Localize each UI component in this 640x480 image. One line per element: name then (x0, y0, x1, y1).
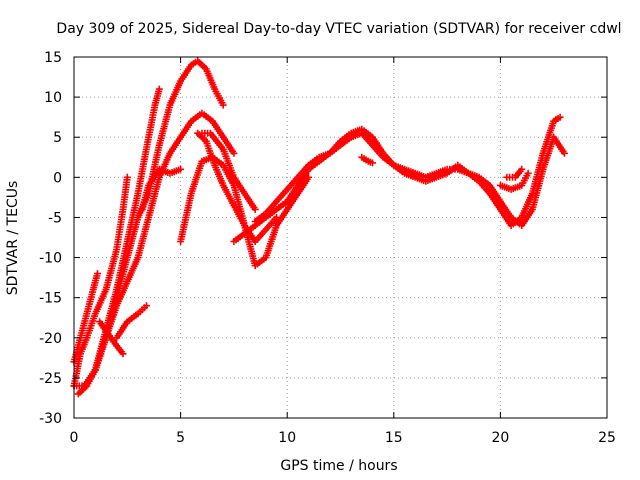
y-tick-label: -15 (39, 291, 62, 307)
series-arc-8 (138, 165, 185, 213)
data-series (70, 57, 568, 398)
y-tick-label: 10 (44, 90, 62, 106)
y-tick-label: 0 (53, 170, 62, 186)
series-markers (138, 165, 185, 213)
y-tick-label: 15 (44, 50, 62, 66)
series-arc-5 (81, 109, 238, 390)
series-arc-13 (251, 113, 564, 229)
y-tick-label: -5 (48, 210, 62, 226)
y-tick-label: -10 (39, 251, 62, 267)
series-markers (177, 153, 312, 270)
grid-lines (74, 57, 607, 418)
plot-frame (73, 56, 608, 419)
series-markers (96, 318, 127, 358)
chart-title: Day 309 of 2025, Sidereal Day-to-day VTE… (56, 21, 621, 37)
series-markers (113, 302, 150, 342)
series-arc-9 (177, 153, 312, 270)
series-markers (358, 153, 376, 167)
series-arc-16 (503, 165, 526, 181)
series-markers (194, 129, 280, 245)
x-tick-label: 20 (491, 430, 509, 446)
series-arc-15 (496, 169, 532, 193)
series-arc-6 (113, 302, 150, 342)
series-markers (503, 165, 526, 181)
x-tick-label: 5 (176, 430, 185, 446)
x-tick-label: 10 (278, 430, 296, 446)
series-arc-7 (96, 318, 127, 358)
axes: 0 5 10 15 20 25 -30 -25 -20 -15 -10 -5 0 5 10 15 (39, 50, 616, 446)
series-arc-11 (198, 129, 259, 213)
series-markers (74, 57, 227, 398)
series-arc-4 (74, 57, 227, 398)
x-tick-label: 0 (70, 430, 79, 446)
series-arc-10 (194, 129, 280, 245)
series-markers (81, 109, 238, 390)
x-axis-label: GPS time / hours (280, 458, 397, 474)
y-axis-label: SDTVAR / TECUs (5, 181, 21, 296)
series-arc-14 (358, 153, 376, 167)
y-tick-label: -20 (39, 331, 62, 347)
y-tick-label: -30 (39, 411, 62, 427)
y-tick-label: 5 (53, 130, 62, 146)
x-tick-label: 25 (598, 430, 616, 446)
series-markers (198, 129, 259, 213)
series-markers (496, 169, 532, 193)
series-markers (251, 113, 564, 229)
y-tick-label: -25 (39, 371, 62, 387)
x-tick-label: 15 (385, 430, 403, 446)
